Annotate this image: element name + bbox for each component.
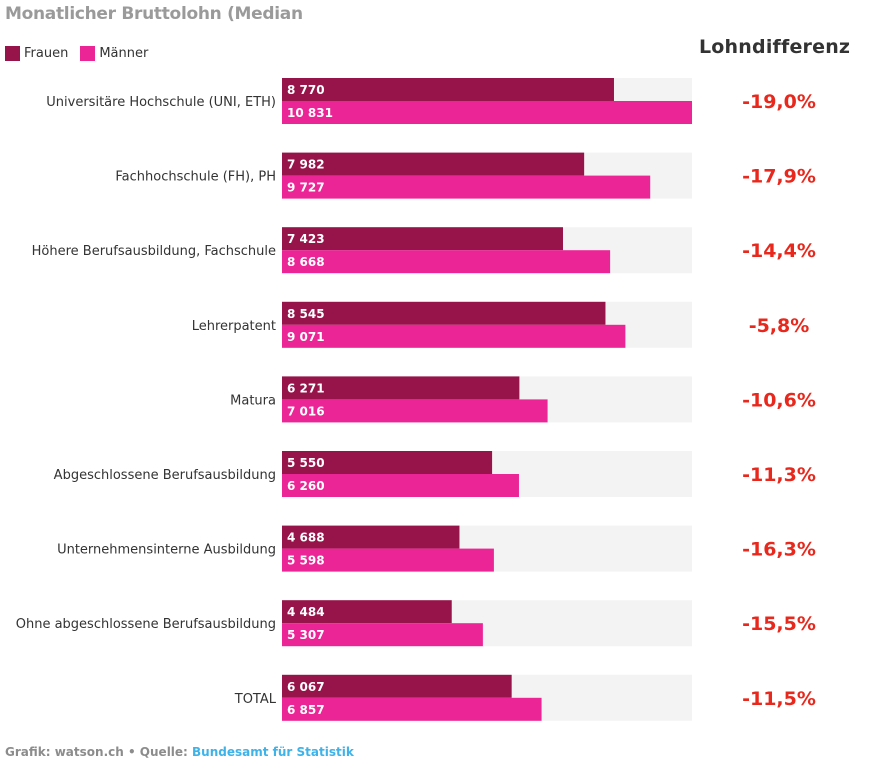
legend-swatch-frauen — [5, 46, 20, 61]
bar-label-maenner: 6 857 — [287, 703, 325, 717]
bar-label-maenner: 5 598 — [287, 554, 325, 568]
bar-label-maenner: 8 668 — [287, 255, 325, 269]
lohndifferenz-value: -11,3% — [742, 464, 816, 486]
bar-maenner — [282, 324, 626, 348]
bar-label-maenner: 9 071 — [287, 330, 325, 344]
bar-maenner — [282, 548, 494, 572]
bar-label-maenner: 9 727 — [287, 181, 325, 195]
bar-label-frauen: 6 271 — [287, 381, 325, 395]
bar-label-frauen: 7 982 — [287, 158, 325, 172]
bar-label-maenner: 7 016 — [287, 404, 325, 418]
bar-label-frauen: 7 423 — [287, 232, 325, 246]
bar-label-frauen: 4 484 — [287, 605, 325, 619]
bar-label-frauen: 8 545 — [287, 307, 325, 321]
lohndifferenz-value: -10,6% — [742, 389, 816, 411]
bar-frauen — [282, 376, 520, 400]
bar-label-maenner: 10 831 — [287, 106, 333, 120]
category-label: Lehrerpatent — [192, 319, 276, 334]
category-label: Höhere Berufsausbildung, Fachschule — [32, 244, 276, 259]
category-label: Universitäre Hochschule (UNI, ETH) — [46, 95, 276, 110]
lohndifferenz-value: -19,0% — [742, 91, 816, 113]
bar-label-frauen: 6 067 — [287, 680, 325, 694]
lohndifferenz-value: -5,8% — [749, 315, 810, 337]
bar-label-frauen: 4 688 — [287, 531, 325, 545]
chart-title: Monatlicher Bruttolohn (Median — [5, 4, 303, 24]
source-link[interactable]: Bundesamt für Statistik — [192, 745, 354, 759]
bar-frauen — [282, 600, 452, 624]
lohndifferenz-header: Lohndifferenz — [699, 36, 851, 58]
category-label: Fachhochschule (FH), PH — [115, 170, 276, 185]
bar-maenner — [282, 474, 519, 497]
bar-frauen — [282, 78, 614, 101]
bar-frauen — [282, 674, 512, 698]
bar-frauen — [282, 451, 493, 474]
bar-maenner — [282, 175, 651, 199]
bar-frauen — [282, 301, 606, 325]
category-label: Ohne abgeschlossene Berufsausbildung — [16, 617, 276, 632]
category-label: TOTAL — [234, 692, 277, 707]
legend-label-frauen: Frauen — [24, 46, 69, 61]
bar-maenner — [282, 101, 692, 124]
bar-maenner — [282, 623, 483, 647]
bar-label-maenner: 5 307 — [287, 628, 325, 642]
lohndifferenz-value: -14,4% — [742, 240, 816, 262]
lohndifferenz-value: -16,3% — [742, 539, 816, 561]
bar-frauen — [282, 227, 563, 251]
legend: Frauen Männer — [5, 46, 160, 61]
bar-label-frauen: 5 550 — [287, 456, 325, 470]
bar-maenner — [282, 250, 611, 274]
bar-frauen — [282, 525, 460, 549]
category-label: Abgeschlossene Berufsausbildung — [54, 468, 276, 483]
category-label: Matura — [230, 393, 276, 408]
lohndifferenz-value: -11,5% — [742, 688, 816, 710]
bar-maenner — [282, 399, 548, 423]
legend-item-frauen: Frauen — [5, 46, 68, 61]
footer-credit: Grafik: watson.ch • Quelle: — [5, 745, 193, 759]
legend-item-maenner: Männer — [80, 46, 148, 61]
legend-swatch-maenner — [80, 46, 96, 61]
bar-label-maenner: 6 260 — [287, 479, 325, 493]
lohndifferenz-value: -15,5% — [742, 613, 816, 635]
legend-label-maenner: Männer — [99, 46, 149, 61]
bar-label-frauen: 8 770 — [287, 83, 325, 97]
bar-frauen — [282, 152, 585, 176]
category-label: Unternehmensinterne Ausbildung — [57, 543, 276, 558]
lohndifferenz-value: -17,9% — [742, 166, 816, 188]
footer: Grafik: watson.ch • Quelle: Bundesamt fü… — [5, 745, 354, 759]
bar-maenner — [282, 697, 542, 721]
